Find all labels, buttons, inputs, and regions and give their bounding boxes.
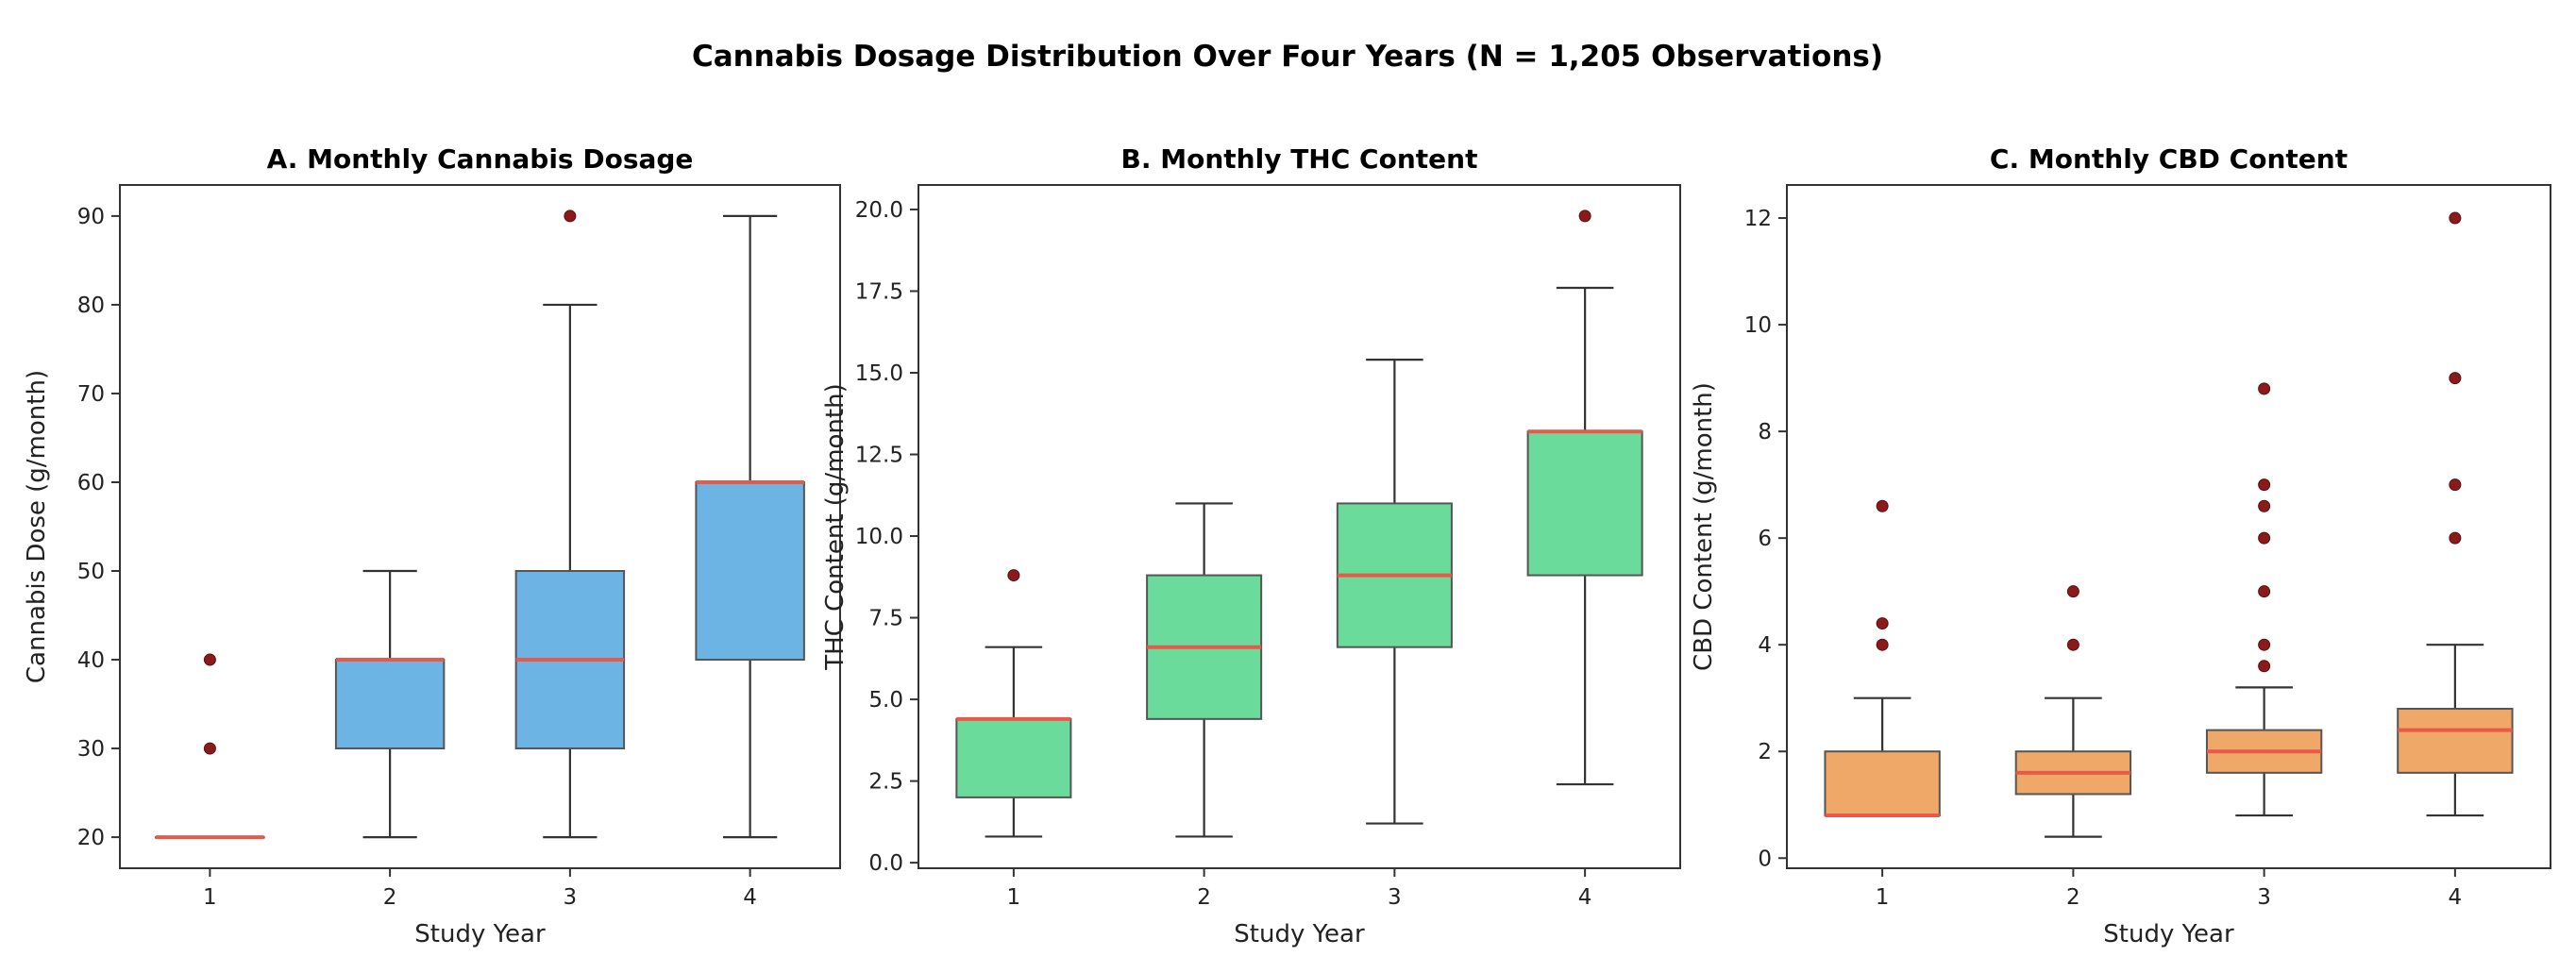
outlier-point [564,210,577,223]
box-year-1 [155,653,265,840]
box-year-4 [1526,210,1643,786]
x-tick-label: 3 [1388,885,1402,910]
outlier-point [2449,531,2462,545]
y-tick-label: 0.0 [868,851,903,876]
panel-1: A. Monthly Cannabis Dosage 20 30 40 50 60 70 80… [23,143,841,948]
outlier-point [1876,638,1889,651]
y-axis-label: CBD Content (g/month) [1690,382,1718,671]
y-tick-label: 2.5 [868,770,903,795]
y-tick-label: 0 [1758,847,1772,871]
y-tick-label: 10.0 [855,525,903,549]
y-tick-label: 8 [1758,420,1772,445]
box-year-4 [695,214,805,839]
outlier-point [203,742,216,755]
x-tick-label: 4 [743,885,757,910]
x-tick-label: 1 [1007,885,1021,910]
box-year-3 [2205,382,2323,817]
y-tick-label: 60 [77,471,105,495]
outlier-point [2258,478,2271,492]
x-tick-label: 1 [203,885,217,910]
y-tick-label: 5.0 [868,688,903,713]
box-year-4 [2397,211,2514,817]
panel-title: B. Monthly THC Content [1121,143,1478,175]
outlier-point [2258,638,2271,651]
box-year-2 [2014,585,2132,838]
y-tick-label: 12.5 [855,444,903,468]
box-iqr [334,659,446,750]
panel-title: A. Monthly Cannabis Dosage [267,143,694,175]
box-iqr [1526,430,1643,577]
box-iqr [695,480,805,662]
y-tick-label: 90 [77,205,105,229]
plot-frame [918,184,1681,869]
box-year-2 [1146,502,1263,838]
x-tick-label: 2 [2066,885,2080,910]
y-tick-label: 2 [1758,740,1772,764]
panels: A. Monthly Cannabis Dosage20304050607080… [23,143,2551,948]
outlier-point [2258,660,2271,673]
panel-2: B. Monthly THC Content0.02.55.07.510.012… [821,143,1681,948]
y-tick-label: 70 [77,382,105,407]
figure-title: Cannabis Dosage Distribution Over Four Y… [692,40,1883,74]
plot-frame [1786,184,2551,869]
x-axis-label: Study Year [1234,920,1365,948]
y-tick-label: 50 [77,560,105,584]
y-tick-label: 80 [77,294,105,318]
outlier-point [2066,638,2079,651]
outlier-point [2066,585,2079,598]
outlier-point [2258,585,2271,598]
y-tick-label: 20 [77,826,105,850]
x-tick-label: 4 [1578,885,1592,910]
box-iqr [955,717,1072,798]
box-iqr [2397,708,2514,774]
outlier-point [1876,617,1889,630]
box-iqr [1824,750,1941,817]
x-axis-label: Study Year [2103,920,2234,948]
box-year-3 [1336,359,1453,825]
y-tick-label: 12 [1744,207,1772,231]
x-tick-label: 3 [564,885,578,910]
outlier-point [2449,372,2462,385]
y-tick-label: 17.5 [855,279,903,304]
outlier-point [203,653,216,666]
y-tick-label: 6 [1758,527,1772,551]
outlier-point [1876,499,1889,512]
panel-title: C. Monthly CBD Content [1990,143,2348,175]
box-year-2 [334,569,446,839]
y-tick-label: 40 [77,648,105,673]
x-tick-label: 2 [1197,885,1211,910]
y-tick-label: 30 [77,737,105,762]
box-year-1 [1824,499,1941,818]
outlier-point [1007,569,1020,582]
x-tick-label: 1 [1876,885,1890,910]
y-tick-label: 20.0 [855,198,903,223]
y-tick-label: 15.0 [855,361,903,386]
y-axis-label: THC Content (g/month) [821,383,850,670]
y-tick-label: 4 [1758,633,1772,658]
y-axis-label: Cannabis Dose (g/month) [23,370,51,683]
outlier-point [2258,499,2271,512]
x-tick-label: 2 [383,885,397,910]
y-tick-label: 7.5 [868,607,903,631]
plot-frame [119,184,841,869]
outlier-point [2449,211,2462,225]
outlier-point [2258,531,2271,545]
y-tick-label: 10 [1744,313,1772,338]
x-tick-label: 3 [2257,885,2271,910]
box-year-1 [955,569,1072,838]
x-tick-label: 4 [2449,885,2463,910]
outlier-point [2449,478,2462,492]
x-axis-label: Study Year [414,920,546,948]
box-year-3 [514,210,626,839]
outlier-point [1578,210,1591,223]
outlier-point [2258,382,2271,395]
